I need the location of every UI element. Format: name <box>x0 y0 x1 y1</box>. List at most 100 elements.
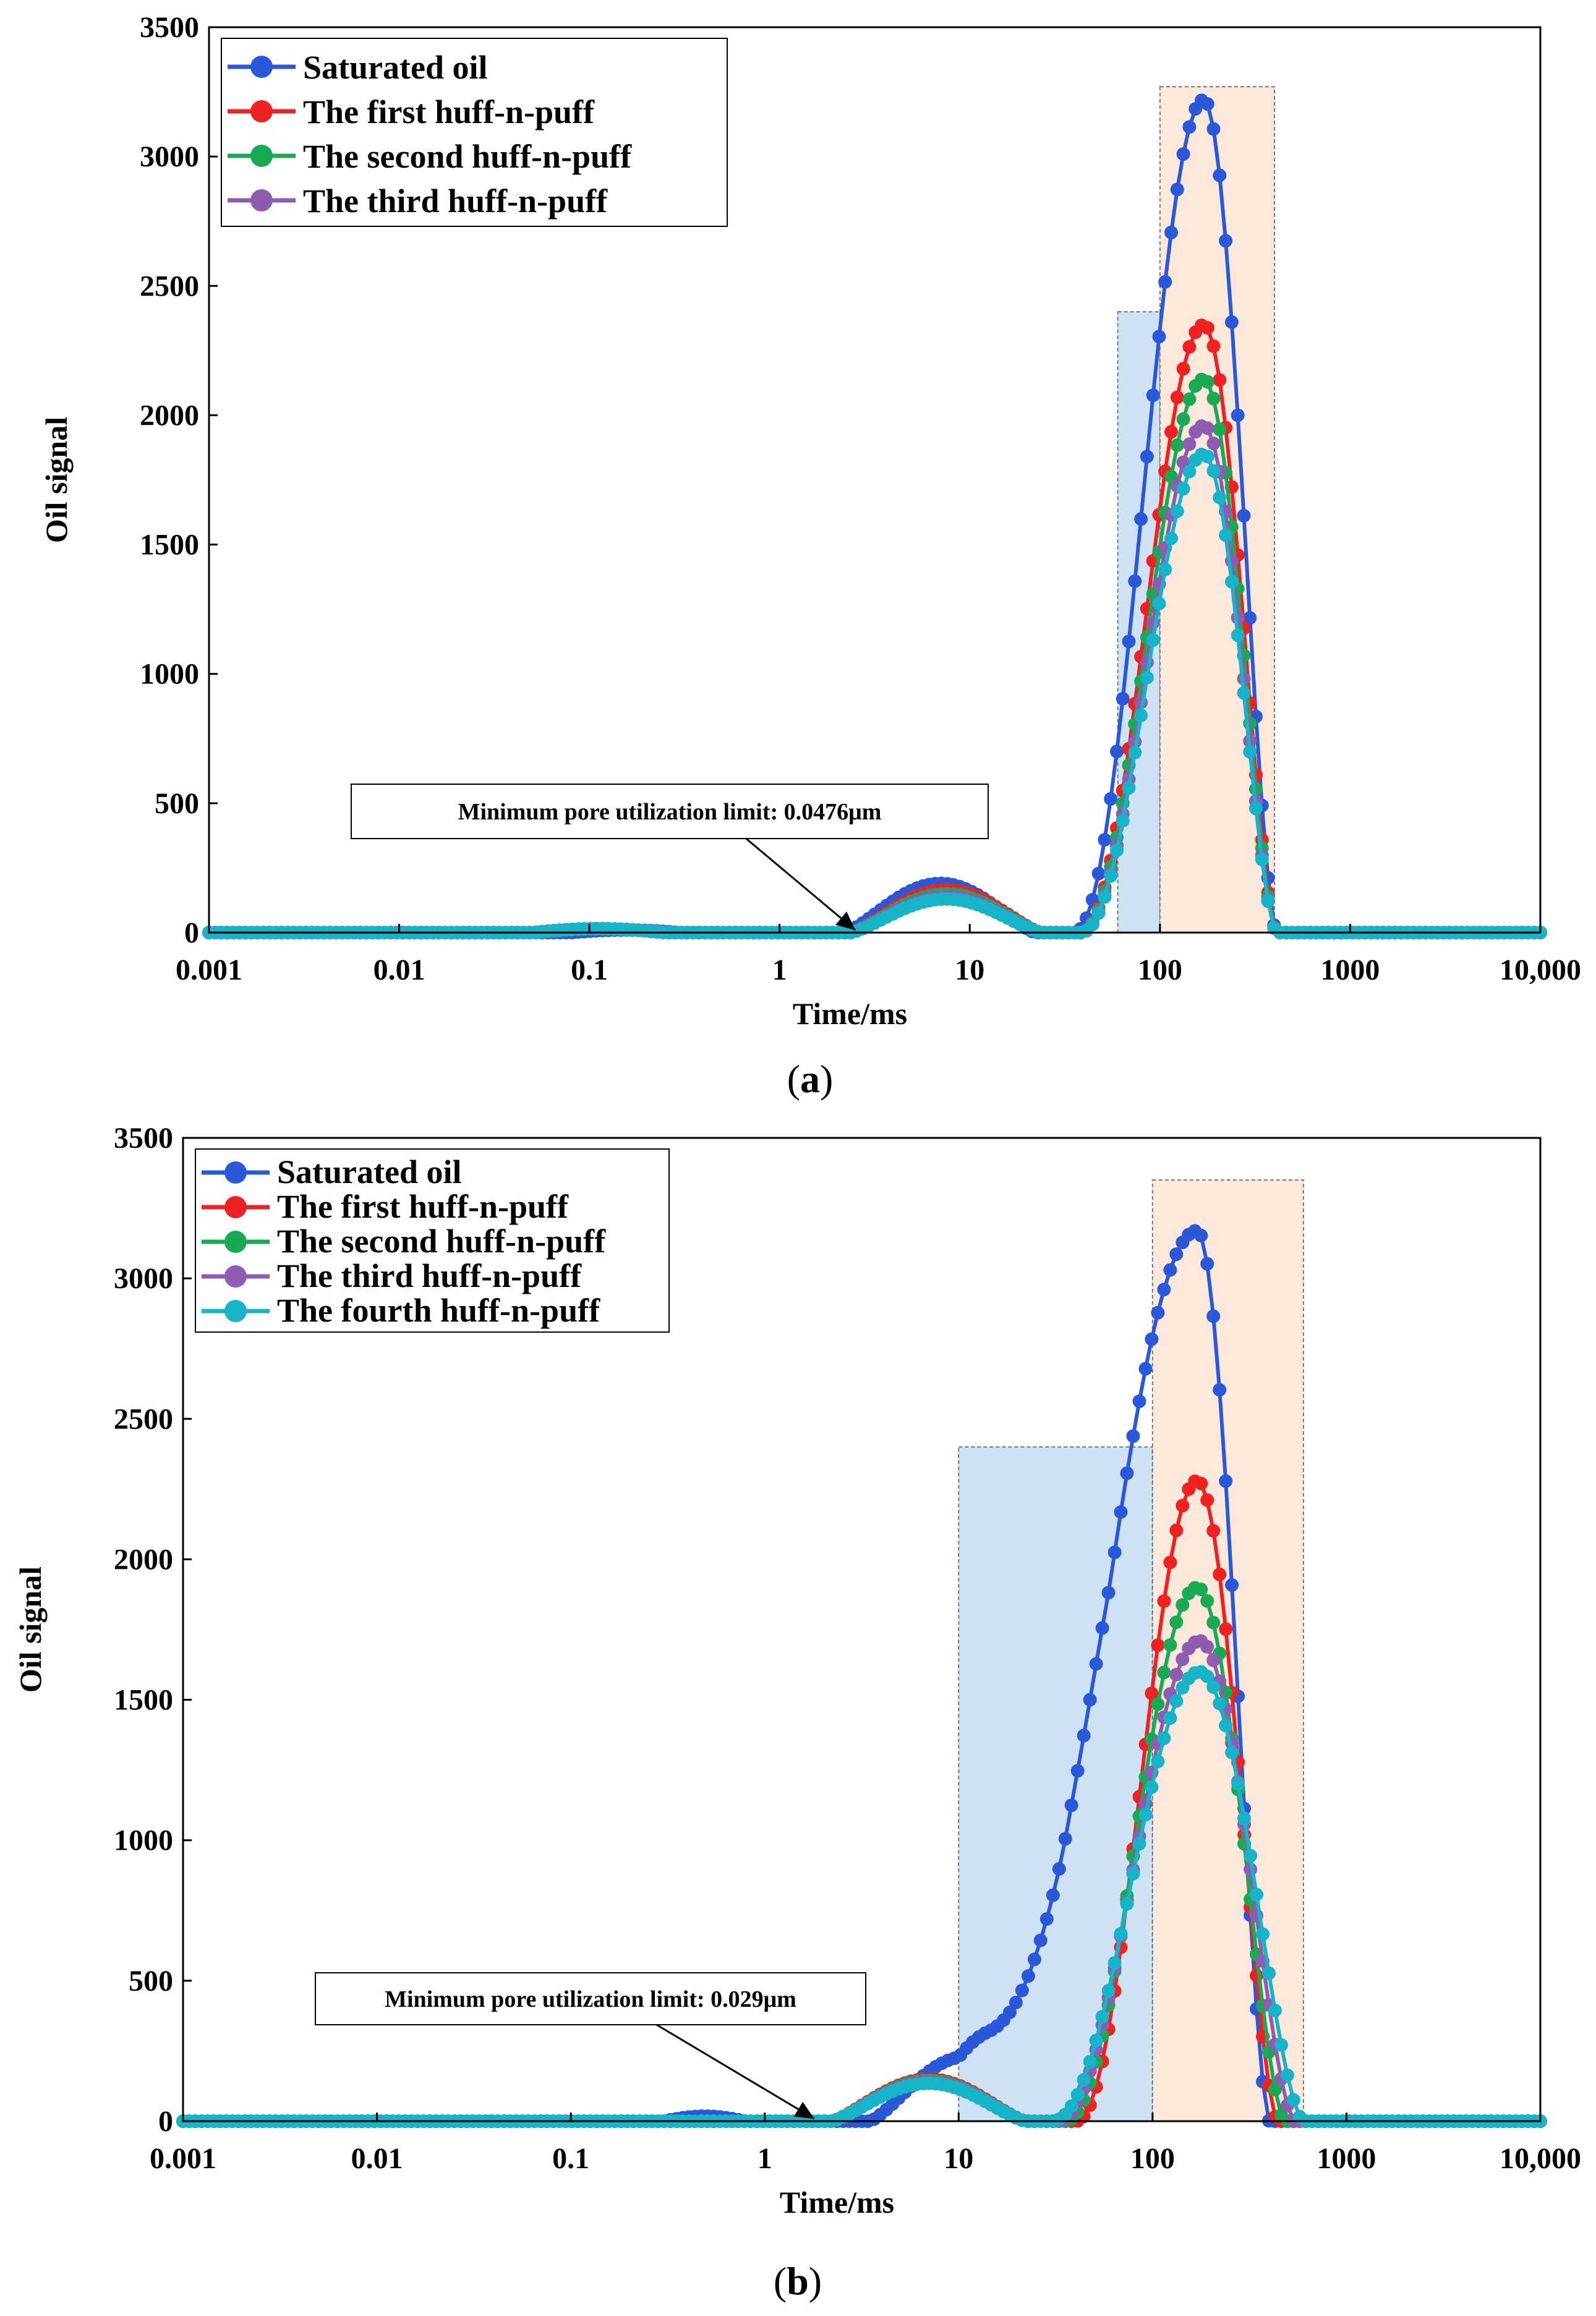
x-tick-label: 0.1 <box>552 2142 589 2175</box>
y-tick-label: 3500 <box>140 11 199 44</box>
legend-label: The second huff-n-puff <box>303 138 632 175</box>
legend-label: The first huff-n-puff <box>277 1188 569 1225</box>
legend-item: The third huff-n-puff <box>228 182 608 220</box>
data-point <box>1206 1653 1221 1667</box>
legend-item: The second huff-n-puff <box>202 1223 606 1260</box>
annotation-arrowhead <box>835 911 856 930</box>
data-point <box>1070 2088 1085 2102</box>
data-point <box>1091 906 1106 920</box>
x-tick-label: 100 <box>1130 2142 1175 2175</box>
x-tick-label: 10,000 <box>1500 954 1581 986</box>
x-axis-title: Time/ms <box>780 2185 894 2220</box>
data-point <box>1176 147 1190 161</box>
x-tick-label: 0.001 <box>176 954 242 986</box>
data-point <box>1120 1466 1134 1481</box>
data-point <box>1170 390 1184 404</box>
data-point <box>1224 575 1239 589</box>
legend-item: Saturated oil <box>202 1153 462 1190</box>
data-point <box>1213 422 1227 437</box>
data-point <box>1122 635 1136 649</box>
data-point <box>1176 1498 1190 1513</box>
annotation-box <box>315 1972 866 2025</box>
data-point <box>1231 628 1245 643</box>
data-point <box>1231 1777 1245 1791</box>
data-point <box>1200 1594 1214 1608</box>
legend-item: The third huff-n-puff <box>202 1257 582 1294</box>
data-point <box>1015 1983 1029 1998</box>
x-tick-label: 1 <box>757 2142 772 2175</box>
data-point <box>1206 339 1221 353</box>
y-tick-label: 2000 <box>114 1543 173 1576</box>
data-point <box>1157 1665 1171 1680</box>
data-point <box>1237 508 1251 523</box>
data-point <box>1126 1429 1140 1443</box>
x-tick-label: 10 <box>955 954 984 986</box>
legend-item: The first huff-n-puff <box>202 1188 569 1225</box>
data-point <box>1128 745 1142 759</box>
annotation-text: Minimum pore utilization limit: 0.029μm <box>385 1986 796 2012</box>
y-tick-label: 0 <box>184 917 199 949</box>
data-point <box>1200 97 1214 111</box>
data-point <box>1176 412 1190 426</box>
data-point <box>1182 392 1197 406</box>
data-point <box>1138 1362 1153 1376</box>
x-tick-label: 1000 <box>1320 954 1380 986</box>
data-point <box>1116 691 1130 706</box>
x-tick-label: 0.01 <box>373 954 425 986</box>
data-point <box>1182 120 1197 134</box>
data-point <box>1206 122 1221 136</box>
data-point <box>1145 1332 1159 1346</box>
data-point <box>1083 1693 1097 1707</box>
data-point <box>1169 1615 1184 1630</box>
data-point <box>1146 633 1160 647</box>
legend-swatch-marker <box>250 189 273 212</box>
data-point <box>1157 1283 1171 1297</box>
data-point <box>1170 504 1184 518</box>
data-point <box>1098 890 1112 904</box>
data-point <box>1225 1578 1239 1592</box>
data-point <box>1244 1848 1258 1863</box>
data-point <box>1170 438 1184 452</box>
data-point <box>1091 866 1106 881</box>
x-tick-label: 10 <box>944 2142 973 2175</box>
data-point <box>1219 1474 1233 1488</box>
data-point <box>1200 1257 1214 1271</box>
data-point <box>1033 1933 1048 1947</box>
data-point <box>1009 1996 1023 2010</box>
annotation-box <box>351 784 989 839</box>
data-point <box>1046 1888 1060 1902</box>
y-tick-label: 500 <box>129 1965 173 1998</box>
data-point <box>1114 1505 1128 1519</box>
data-point <box>1176 482 1190 496</box>
legend-label: The first huff-n-puff <box>303 93 595 130</box>
data-point <box>1003 2006 1017 2019</box>
legend-swatch-marker <box>250 56 273 78</box>
data-point <box>1243 611 1257 625</box>
plot-frame <box>208 26 1542 934</box>
panel-label-open: ( <box>774 2259 787 2303</box>
y-axis-title: Oil signal <box>13 1566 48 1693</box>
y-tick-label: 500 <box>155 787 199 820</box>
data-point <box>1120 1897 1134 1911</box>
data-point <box>1145 1780 1159 1794</box>
data-point <box>1077 2073 1091 2087</box>
data-point <box>1200 450 1214 464</box>
data-point <box>1107 1545 1122 1560</box>
legend-box <box>195 1148 670 1333</box>
panel-label-close: ) <box>820 1057 833 1101</box>
x-tick-label: 1 <box>772 954 787 986</box>
data-point <box>1194 1476 1208 1490</box>
x-tick-label: 0.01 <box>351 2142 403 2175</box>
legend-label: Saturated oil <box>303 49 488 86</box>
legend-swatch-marker <box>250 100 273 122</box>
legend-label: The second huff-n-puff <box>277 1223 606 1260</box>
data-point <box>1176 1652 1190 1667</box>
data-point <box>1169 1667 1184 1681</box>
data-point <box>1151 1638 1165 1652</box>
legend-swatch-marker <box>224 1265 247 1288</box>
data-point <box>1219 1622 1233 1636</box>
data-point <box>1219 234 1233 248</box>
data-point <box>1104 792 1118 806</box>
y-tick-label: 3000 <box>140 140 199 173</box>
